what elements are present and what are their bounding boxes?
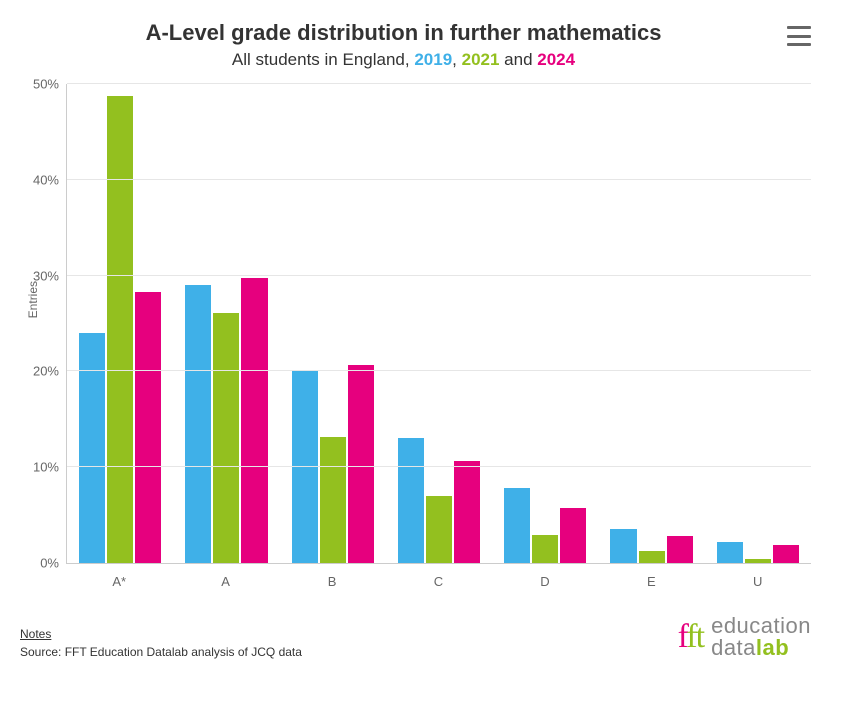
y-axis-label: Entries (26, 280, 40, 317)
y-tick-label: 40% (33, 172, 67, 187)
x-axis-ticks: A*ABCDEU (66, 564, 811, 589)
notes-link[interactable]: Notes (20, 627, 302, 641)
x-tick-label: A (172, 564, 278, 589)
source-text: Source: FFT Education Datalab analysis o… (20, 645, 302, 659)
bar[interactable] (532, 535, 558, 563)
bar-group (173, 84, 279, 563)
logo-line1: education (711, 615, 811, 637)
bar[interactable] (213, 313, 239, 563)
bar[interactable] (667, 536, 693, 563)
plot-region: 0%10%20%30%40%50% (66, 84, 811, 564)
bar[interactable] (454, 461, 480, 564)
bar-group (705, 84, 811, 563)
bar[interactable] (745, 559, 771, 563)
fft-mark-icon: fft (678, 618, 704, 656)
x-tick-label: B (279, 564, 385, 589)
chart-area: Entries 0%10%20%30%40%50% A*ABCDEU (60, 84, 811, 589)
year-2019: 2019 (414, 50, 452, 69)
bar[interactable] (504, 488, 530, 563)
bar[interactable] (717, 542, 743, 563)
bar-group (280, 84, 386, 563)
bar[interactable] (292, 371, 318, 563)
bar[interactable] (398, 438, 424, 563)
y-tick-label: 0% (40, 556, 67, 571)
bar-group (598, 84, 704, 563)
bar-groups (67, 84, 811, 563)
grid-line (67, 370, 811, 371)
hamburger-menu-icon[interactable] (787, 26, 811, 46)
bar[interactable] (348, 365, 374, 563)
bar[interactable] (185, 285, 211, 563)
year-2021: 2021 (462, 50, 500, 69)
bar[interactable] (79, 333, 105, 563)
x-tick-label: D (492, 564, 598, 589)
x-tick-label: U (705, 564, 811, 589)
grid-line (67, 83, 811, 84)
subtitle-comma: , (452, 50, 461, 69)
x-tick-label: E (598, 564, 704, 589)
subtitle-and: and (499, 50, 537, 69)
grid-line (67, 275, 811, 276)
y-tick-label: 10% (33, 460, 67, 475)
y-tick-label: 50% (33, 77, 67, 92)
bar[interactable] (107, 96, 133, 564)
bar[interactable] (773, 545, 799, 563)
fft-logo: fft education datalab (678, 615, 811, 659)
bar[interactable] (241, 278, 267, 563)
bar[interactable] (560, 508, 586, 563)
y-tick-label: 30% (33, 268, 67, 283)
x-tick-label: C (385, 564, 491, 589)
logo-line2: datalab (711, 637, 811, 659)
bar-group (67, 84, 173, 563)
bar[interactable] (426, 496, 452, 563)
subtitle-prefix: All students in England, (232, 50, 414, 69)
x-tick-label: A* (66, 564, 172, 589)
bar-group (492, 84, 598, 563)
bar-group (386, 84, 492, 563)
bar[interactable] (135, 292, 161, 563)
year-2024: 2024 (537, 50, 575, 69)
chart-subtitle: All students in England, 2019, 2021 and … (20, 50, 787, 70)
chart-title: A-Level grade distribution in further ma… (20, 20, 787, 46)
bar[interactable] (320, 437, 346, 563)
grid-line (67, 466, 811, 467)
grid-line (67, 179, 811, 180)
y-tick-label: 20% (33, 364, 67, 379)
bar[interactable] (639, 551, 665, 563)
bar[interactable] (610, 529, 636, 563)
